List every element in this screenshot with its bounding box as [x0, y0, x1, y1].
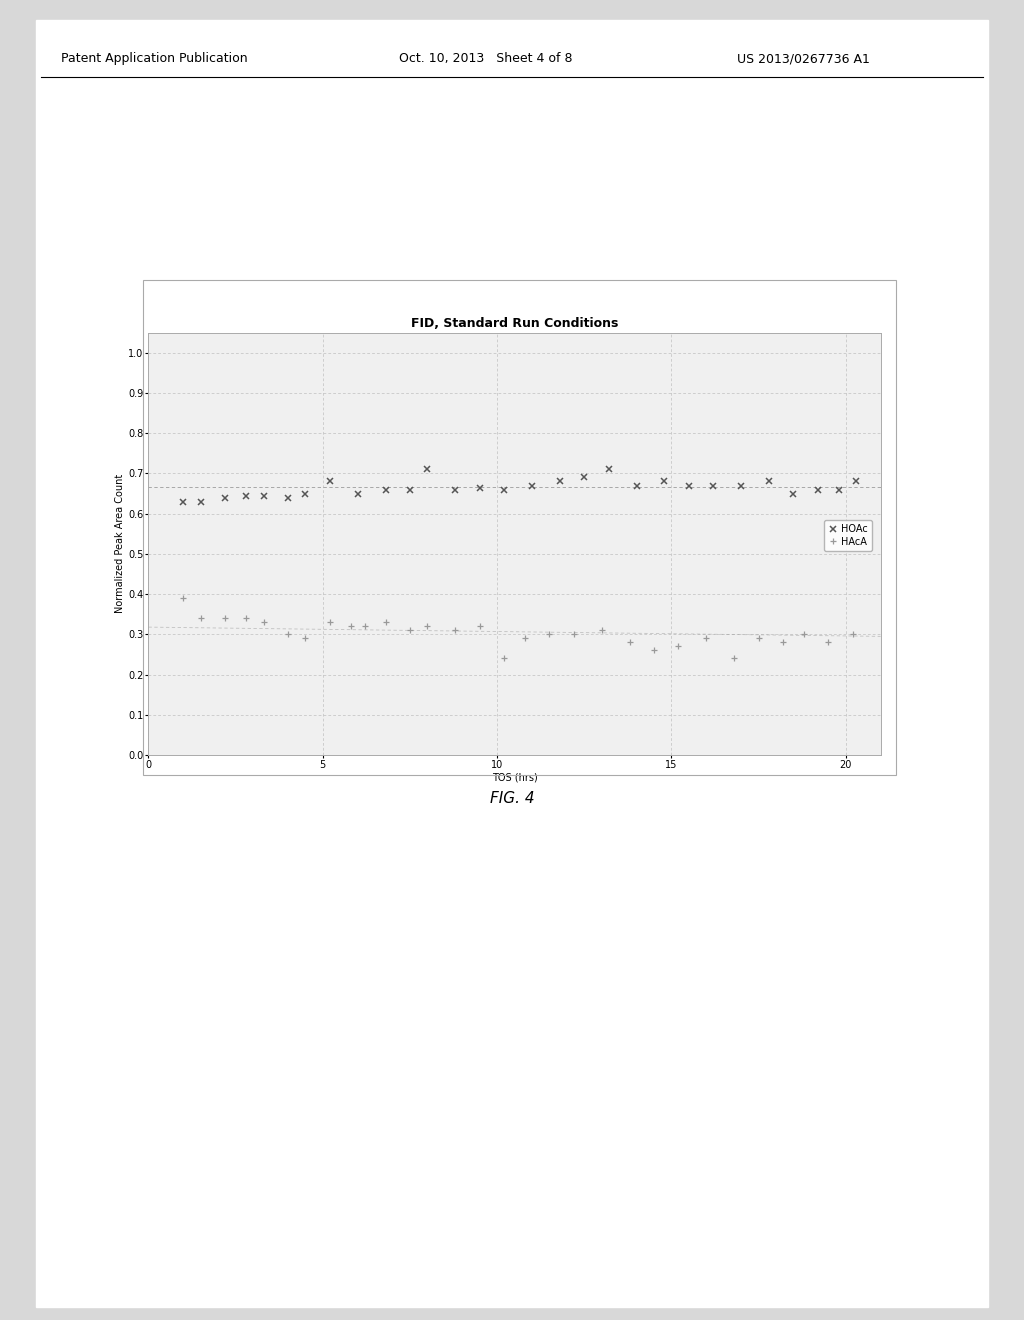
HAcA [219, 610, 231, 626]
HAcA [498, 651, 510, 667]
HAcA [358, 618, 371, 634]
HOAc [324, 474, 336, 490]
Text: Oct. 10, 2013   Sheet 4 of 8: Oct. 10, 2013 Sheet 4 of 8 [399, 53, 572, 65]
HAcA [596, 623, 608, 639]
HOAc [219, 490, 231, 506]
HOAc [833, 482, 845, 498]
HAcA [822, 635, 835, 651]
HAcA [777, 635, 790, 651]
HAcA [450, 623, 462, 639]
HOAc [683, 478, 695, 494]
HAcA [282, 627, 294, 643]
HOAc [526, 478, 539, 494]
HAcA [257, 614, 269, 630]
HOAc [240, 487, 252, 503]
Text: Patent Application Publication: Patent Application Publication [61, 53, 248, 65]
HAcA [344, 618, 356, 634]
HAcA [324, 614, 336, 630]
HOAc [554, 474, 566, 490]
HAcA [519, 631, 531, 647]
HAcA [299, 631, 311, 647]
HOAc [763, 474, 775, 490]
HAcA [624, 635, 636, 651]
HOAc [257, 487, 269, 503]
HAcA [240, 610, 252, 626]
HOAc [579, 470, 591, 486]
Text: FIG. 4: FIG. 4 [489, 791, 535, 807]
HOAc [787, 486, 800, 502]
HAcA [380, 614, 392, 630]
HOAc [351, 486, 364, 502]
X-axis label: TOS (hrs): TOS (hrs) [492, 772, 538, 783]
HOAc [403, 482, 416, 498]
HAcA [700, 631, 713, 647]
HAcA [421, 618, 433, 634]
HAcA [798, 627, 810, 643]
HOAc [735, 478, 748, 494]
Line: HAcA: HAcA [180, 595, 855, 661]
HAcA [648, 643, 660, 659]
HOAc [498, 482, 510, 498]
HOAc [450, 482, 462, 498]
HAcA [673, 639, 685, 655]
HOAc [177, 494, 189, 510]
HAcA [753, 631, 765, 647]
HOAc [812, 482, 824, 498]
HAcA [403, 623, 416, 639]
HOAc [658, 474, 671, 490]
HAcA [177, 590, 189, 606]
HOAc [195, 494, 207, 510]
HOAc [473, 479, 485, 495]
HOAc [282, 490, 294, 506]
HAcA [473, 618, 485, 634]
HAcA [567, 627, 580, 643]
HOAc [602, 462, 614, 478]
HOAc [708, 478, 720, 494]
HOAc [850, 474, 862, 490]
HAcA [195, 610, 207, 626]
HAcA [728, 651, 740, 667]
HAcA [847, 627, 859, 643]
Line: HOAc: HOAc [180, 466, 859, 504]
Y-axis label: Normalized Peak Area Count: Normalized Peak Area Count [116, 474, 126, 614]
Text: US 2013/0267736 A1: US 2013/0267736 A1 [737, 53, 870, 65]
Legend: HOAc, HAcA: HOAc, HAcA [824, 520, 872, 550]
HOAc [380, 482, 392, 498]
Title: FID, Standard Run Conditions: FID, Standard Run Conditions [411, 317, 618, 330]
HOAc [631, 478, 643, 494]
HAcA [544, 627, 556, 643]
HOAc [299, 486, 311, 502]
HOAc [421, 462, 433, 478]
